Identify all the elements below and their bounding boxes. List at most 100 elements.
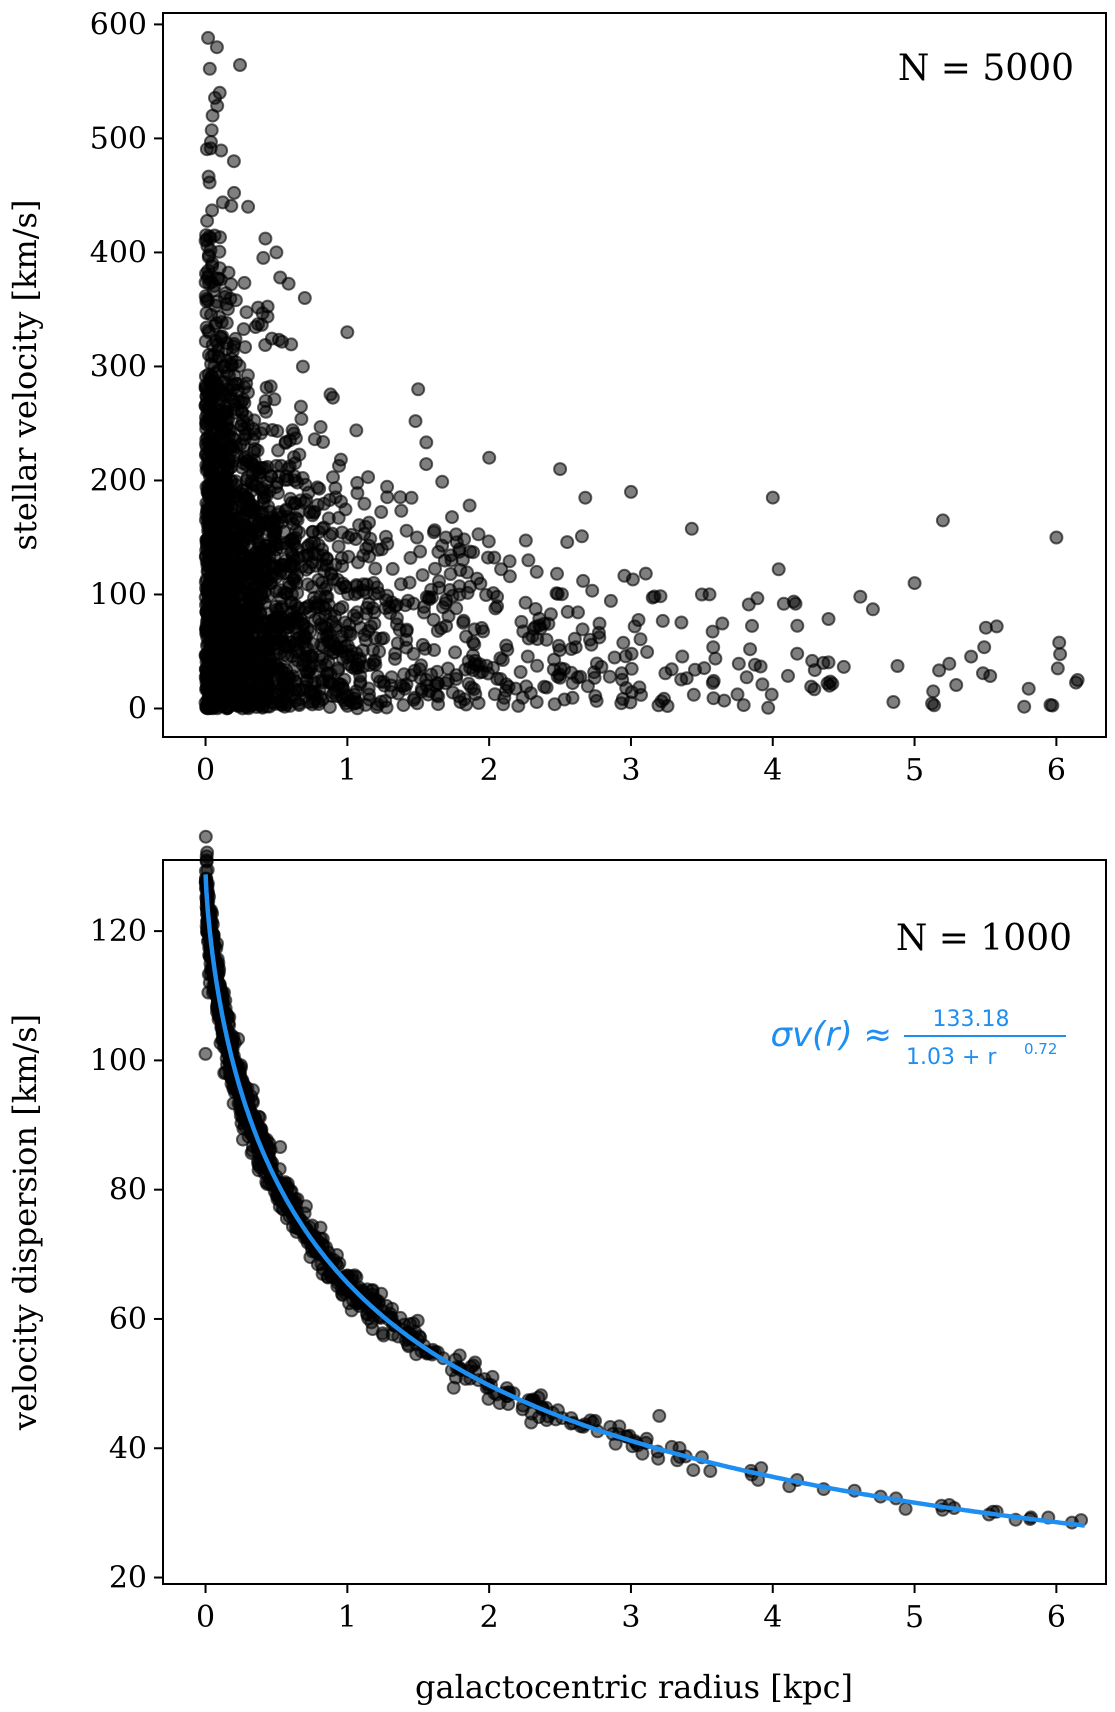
data-point [199,228,214,243]
data-point [337,672,352,687]
data-point [466,545,481,560]
data-point [217,290,232,304]
data-point [204,606,219,621]
data-point [277,673,292,688]
y-tick-label: 600 [90,7,147,42]
data-point [462,498,477,513]
data-point [258,231,273,246]
data-point [226,154,241,169]
x-tick-label: 6 [1047,753,1066,788]
data-point [518,595,533,610]
data-point [615,672,630,687]
data-point [357,496,372,511]
data-point [298,679,313,694]
data-point [198,275,213,290]
data-point [226,339,241,354]
data-point [365,1322,380,1337]
data-point [201,30,216,45]
y-axis-label-bottom: velocity dispersion [km/s] [6,1014,44,1431]
data-point [289,625,304,640]
data-point [431,689,446,704]
data-point [267,392,282,407]
data-point [204,378,219,393]
data-point [553,462,568,477]
data-point [267,612,282,627]
sample-size-label-bottom: N = 1000 [896,918,1072,959]
data-point [1052,635,1067,650]
data-point [224,513,239,528]
data-point [686,1463,701,1478]
data-point [449,527,464,542]
data-point [218,404,233,419]
data-point [201,323,216,338]
data-point [347,687,362,702]
data-point [476,624,491,639]
data-point [286,535,301,550]
data-point [804,679,819,694]
data-point [285,547,300,562]
data-point [211,622,226,637]
data-point [739,670,754,685]
data-point [703,1464,718,1478]
data-point [482,450,497,465]
data-point [428,561,442,576]
data-point [244,592,258,607]
data-point [289,523,304,538]
data-point [402,575,417,590]
data-point [241,199,256,214]
data-point [486,586,501,601]
data-point [327,645,342,660]
data-point [406,646,421,661]
data-point [204,123,219,138]
data-point [257,585,272,600]
data-point [325,390,340,405]
data-point [764,687,779,702]
y-tick-label: 0 [128,691,147,726]
data-point [259,1175,274,1189]
data-point [310,1257,325,1272]
data-point [361,596,376,611]
data-point [426,525,441,540]
data-point [499,638,514,653]
data-point [977,640,992,655]
data-point [232,542,246,557]
data-point [362,515,376,530]
data-point [407,663,422,678]
data-point [765,490,780,505]
data-point [205,108,220,123]
data-point [521,631,536,646]
data-point [755,677,770,692]
data-point [1049,530,1064,545]
scatter-points-top [198,30,1085,716]
data-point [424,582,439,597]
data-point [658,666,673,681]
data-point [255,306,270,321]
data-point [268,522,283,537]
data-point [227,185,242,200]
data-point [576,573,591,588]
data-point [241,683,256,698]
data-point [633,632,648,647]
data-point [460,585,475,600]
x-tick-label: 5 [905,753,924,788]
data-point [654,694,669,709]
data-point [706,673,721,688]
axes-frame-top [162,12,1107,738]
data-point [301,547,316,562]
data-point [198,1046,213,1061]
data-point [214,143,229,158]
data-point [949,678,964,692]
data-point [334,494,348,509]
data-point [493,672,508,686]
data-point [335,525,350,540]
data-point [490,599,505,614]
data-point [413,544,428,559]
data-point [406,1316,421,1331]
data-point [201,293,216,308]
data-point [399,523,414,538]
data-point [237,275,252,290]
x-tick-label: 2 [480,753,499,788]
data-point [226,442,241,457]
data-point [607,650,622,665]
data-point [231,559,246,573]
